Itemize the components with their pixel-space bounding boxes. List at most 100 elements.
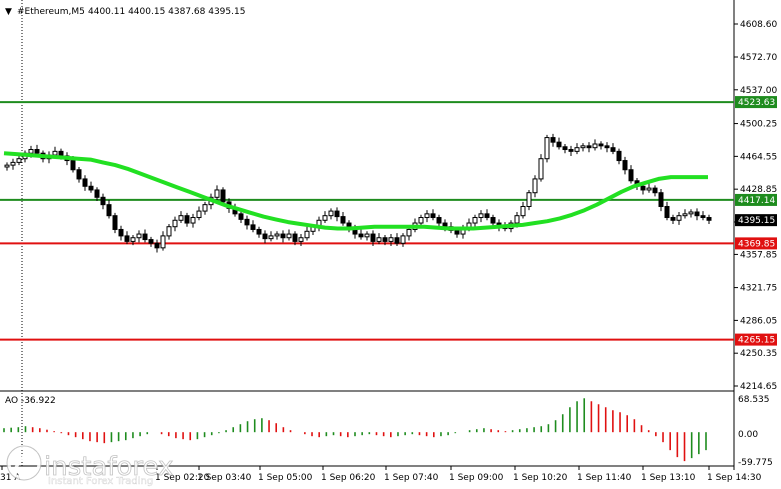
price-axis-label: 4250.35 xyxy=(740,349,777,359)
level-tags: 4523.63 4417.14 4395.15 4369.85 4265.15 xyxy=(735,96,777,346)
level-tag xyxy=(735,237,777,250)
candle-bear xyxy=(586,145,592,149)
candle-bear xyxy=(148,239,154,244)
level-tag xyxy=(735,214,777,227)
price-axis-label: 4500.25 xyxy=(740,120,777,130)
candle-bull xyxy=(682,213,688,217)
price-axis-label: 4428.85 xyxy=(740,185,777,195)
level-tag-label: 4369.85 xyxy=(738,239,775,249)
candle-bear xyxy=(118,228,124,237)
candle-bear xyxy=(700,215,706,219)
logo-arrow-icon xyxy=(12,451,38,471)
price-axis-label: 4286.05 xyxy=(740,316,777,326)
candle-bull xyxy=(532,178,538,194)
candle-bear xyxy=(154,242,160,249)
candle-bear xyxy=(490,217,496,224)
main-pane[interactable] xyxy=(0,0,781,391)
candle-bull xyxy=(172,219,178,228)
candle-bear xyxy=(76,169,82,180)
candle-bear xyxy=(244,218,250,226)
price-axis-label: 4537.00 xyxy=(740,86,777,96)
moving-average-line xyxy=(3,151,708,231)
candle-bear xyxy=(706,217,712,221)
candle-bear xyxy=(358,233,364,238)
candle-bull xyxy=(178,215,184,221)
price-axis-label: 4214.65 xyxy=(740,382,777,392)
candle-bull xyxy=(514,215,520,224)
candle-bull xyxy=(478,213,484,219)
candle-bull xyxy=(16,158,22,163)
candle-bear xyxy=(256,228,262,235)
time-axis-label: 1 Sep 07:40 xyxy=(384,473,439,483)
levels-layer xyxy=(0,101,734,341)
time-axis-label: 1 Sep 14:30 xyxy=(707,473,762,483)
candle-bear xyxy=(238,213,244,220)
candle-bear xyxy=(142,233,148,241)
candle-bull xyxy=(286,233,292,239)
candle-bear xyxy=(640,185,646,191)
candle-bear xyxy=(58,150,64,157)
price-axis-label: 4608.60 xyxy=(740,20,777,30)
candle-bull xyxy=(10,161,16,166)
time-axis-label: 1 Sep 11:40 xyxy=(577,473,632,483)
watermark-tagline: Instant Forex Trading xyxy=(48,476,153,487)
candle-bull xyxy=(364,233,370,238)
candle-bear xyxy=(292,233,298,242)
price-axis-label: 4321.75 xyxy=(740,284,777,294)
candle-bear xyxy=(622,160,628,171)
time-axis-label: 1 Sep 02:20 xyxy=(155,473,210,483)
instaforex-logo: instaforex Instant Forex Trading xyxy=(6,445,174,487)
logo-ring-outline-icon xyxy=(6,445,42,481)
ao-label: AO -36.922 xyxy=(5,396,56,406)
ao-pane[interactable] xyxy=(0,392,781,465)
candle-bull xyxy=(400,235,406,244)
candle-bull xyxy=(520,205,526,217)
candle-bear xyxy=(664,205,670,219)
candle-bear xyxy=(112,215,118,230)
price-axis-label: 4464.55 xyxy=(740,152,777,162)
candle-bull xyxy=(424,213,430,219)
time-axis-label: 31 A xyxy=(0,473,21,483)
time-axis-label: 1 Sep 13:10 xyxy=(641,473,696,483)
candle-bull xyxy=(580,145,586,149)
candle-bear xyxy=(430,213,436,219)
candle-bull xyxy=(130,237,136,242)
candle-bear xyxy=(550,137,556,143)
candle-bear xyxy=(334,210,340,218)
candle-bull xyxy=(28,149,34,154)
candle-bull xyxy=(274,233,280,237)
candle-bear xyxy=(94,189,100,198)
candle-bear xyxy=(628,169,634,182)
candle-bull xyxy=(322,215,328,221)
candle-bear xyxy=(454,229,460,235)
candle-bear xyxy=(82,178,88,187)
candle-bull xyxy=(304,230,310,239)
logo-ring-icon xyxy=(7,446,41,480)
candle-bear xyxy=(262,233,268,240)
candle-bull xyxy=(676,215,682,221)
candle-bear xyxy=(568,149,574,152)
candle-bear xyxy=(100,196,106,206)
time-axis-label: 1 Sep 10:20 xyxy=(513,473,568,483)
header-arrow[interactable]: ▼ xyxy=(5,7,12,17)
time-axis-label: 1 Sep 09:00 xyxy=(449,473,504,483)
candle-bull xyxy=(418,217,424,224)
candle-bear xyxy=(88,185,94,191)
ao-histogram xyxy=(3,398,707,462)
ao-axis-max: 68.535 xyxy=(738,395,770,405)
candle-bull xyxy=(388,237,394,242)
candle-bear xyxy=(394,237,400,244)
candle-bear xyxy=(34,149,40,154)
candle-bull xyxy=(202,204,208,212)
candle-bear xyxy=(670,217,676,221)
candle-bear xyxy=(370,233,376,242)
candle-bear xyxy=(694,211,700,217)
candles-layer xyxy=(4,133,712,253)
candle-bear xyxy=(70,160,76,171)
header-ohlc: 4400.11 4400.15 4387.68 4395.15 xyxy=(88,7,245,17)
candle-bear xyxy=(604,145,610,149)
candle-bull xyxy=(538,158,544,180)
time-axis-label: 1 Sep 06:20 xyxy=(321,473,376,483)
candle-bear xyxy=(598,143,604,147)
